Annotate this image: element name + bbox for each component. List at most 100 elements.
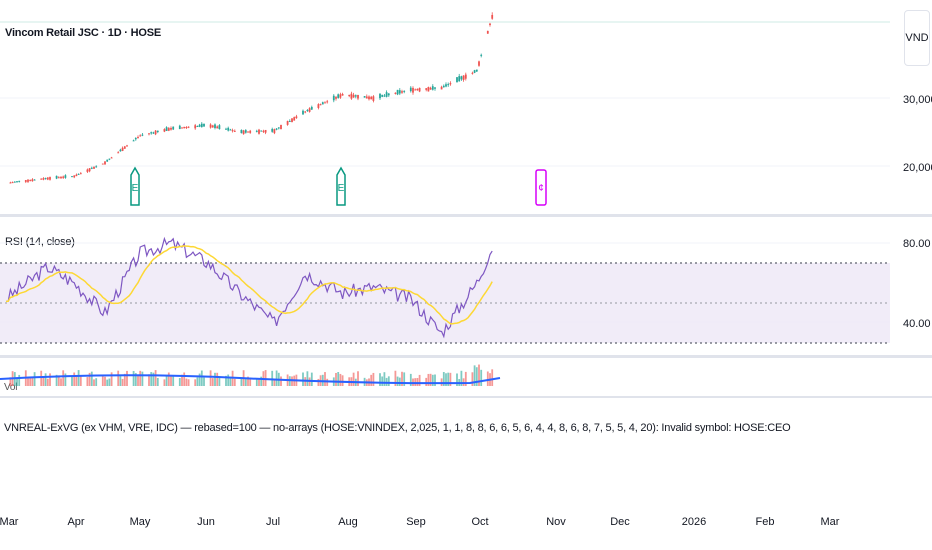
x-tick-label: Feb — [756, 516, 775, 528]
volume-bar — [258, 379, 260, 386]
candle — [352, 94, 355, 98]
y-tick-label: 80.00 — [903, 238, 931, 250]
volume-bar — [172, 375, 175, 386]
candle — [79, 173, 82, 175]
rsi-pane — [5, 236, 493, 339]
price-candles — [9, 12, 494, 184]
candle — [442, 85, 445, 88]
rsi-line — [5, 236, 493, 339]
candle — [295, 116, 298, 119]
volume-bar — [117, 370, 120, 386]
pane-separator-2[interactable] — [0, 355, 932, 358]
event-markers[interactable]: E E ¢ — [130, 166, 547, 206]
candle — [354, 95, 357, 97]
price-axis[interactable]: 30,000 20,000 80.00 40.00 — [903, 94, 932, 330]
candle — [429, 87, 432, 90]
volume-bar — [233, 378, 236, 386]
marker-label: ¢ — [538, 183, 544, 194]
candle — [216, 126, 219, 129]
candle — [104, 161, 106, 165]
volume-bar — [137, 375, 139, 386]
volume-bar — [148, 374, 150, 386]
candle — [302, 110, 304, 115]
volume-bar — [370, 374, 373, 386]
script-error-message: VNREAL-ExVG (ex VHM, VRE, IDC) — rebased… — [4, 422, 791, 434]
candle — [319, 104, 322, 106]
candle — [126, 145, 128, 147]
candle — [396, 89, 399, 95]
currency-button[interactable]: VND — [904, 10, 930, 66]
candle — [90, 167, 93, 169]
candle — [291, 118, 293, 123]
time-axis[interactable]: Mar Apr May Jun Jul Aug Sep Oct Nov Dec 2026 Feb Mar — [0, 516, 840, 528]
candle — [491, 14, 494, 19]
candle — [196, 126, 199, 128]
candle — [225, 128, 227, 130]
volume-bar — [302, 372, 304, 386]
candle — [339, 94, 342, 98]
candle — [480, 54, 483, 56]
candle — [427, 87, 430, 92]
x-tick-label: Apr — [67, 516, 84, 528]
volume-bar — [27, 377, 29, 386]
dividend-marker[interactable]: ¢ — [535, 169, 547, 206]
candle — [13, 181, 16, 183]
volume-bar — [209, 370, 212, 386]
candle — [185, 127, 188, 129]
candle — [139, 135, 142, 137]
rsi-indicator-label: RSI (14, close) — [5, 236, 75, 248]
candle — [141, 134, 144, 136]
volume-bar — [218, 376, 221, 386]
candle — [88, 168, 91, 172]
volume-bar — [40, 370, 43, 386]
volume-bar — [431, 374, 434, 386]
candle — [365, 96, 368, 99]
volume-bar — [341, 375, 344, 386]
candle — [31, 179, 34, 182]
currency-label: VND — [905, 32, 929, 44]
candle — [449, 83, 452, 85]
volume-bar — [306, 371, 309, 386]
candle — [170, 127, 172, 130]
volume-bar — [71, 376, 73, 386]
pane-separator-1[interactable] — [0, 214, 932, 217]
volume-bar — [324, 372, 326, 386]
volume-bar — [260, 376, 263, 386]
y-tick-label: 30,000 — [903, 94, 932, 106]
volume-bar — [273, 378, 276, 386]
candle — [337, 94, 340, 98]
y-tick-label: 20,000 — [903, 162, 932, 174]
candle — [273, 129, 276, 134]
candle — [209, 124, 212, 128]
volume-bar — [90, 371, 93, 386]
volume-bar — [464, 371, 467, 386]
candle — [95, 166, 98, 168]
candle — [181, 127, 183, 129]
x-tick-label: Oct — [471, 516, 488, 528]
volume-bar — [163, 379, 166, 386]
candle — [16, 181, 18, 183]
volume-bar — [225, 375, 227, 386]
candle — [123, 146, 126, 149]
pane-separator-3[interactable] — [0, 396, 932, 398]
volume-bar — [275, 370, 278, 386]
volume-bar — [203, 377, 205, 386]
volume-bar — [154, 370, 157, 386]
candle — [9, 182, 12, 184]
candle — [262, 130, 265, 132]
earnings-marker[interactable]: E — [336, 166, 346, 206]
candle — [75, 174, 78, 177]
candle — [486, 30, 489, 34]
candle — [240, 129, 243, 134]
volume-bar — [60, 378, 62, 386]
candle — [187, 126, 190, 128]
candle — [306, 109, 309, 111]
earnings-marker[interactable]: E — [130, 166, 140, 206]
candle — [117, 152, 120, 154]
volume-bar — [216, 372, 219, 386]
volume-bar — [64, 373, 67, 386]
volume-bar — [75, 376, 78, 386]
volume-bar — [387, 376, 390, 386]
volume-bar — [110, 372, 113, 386]
